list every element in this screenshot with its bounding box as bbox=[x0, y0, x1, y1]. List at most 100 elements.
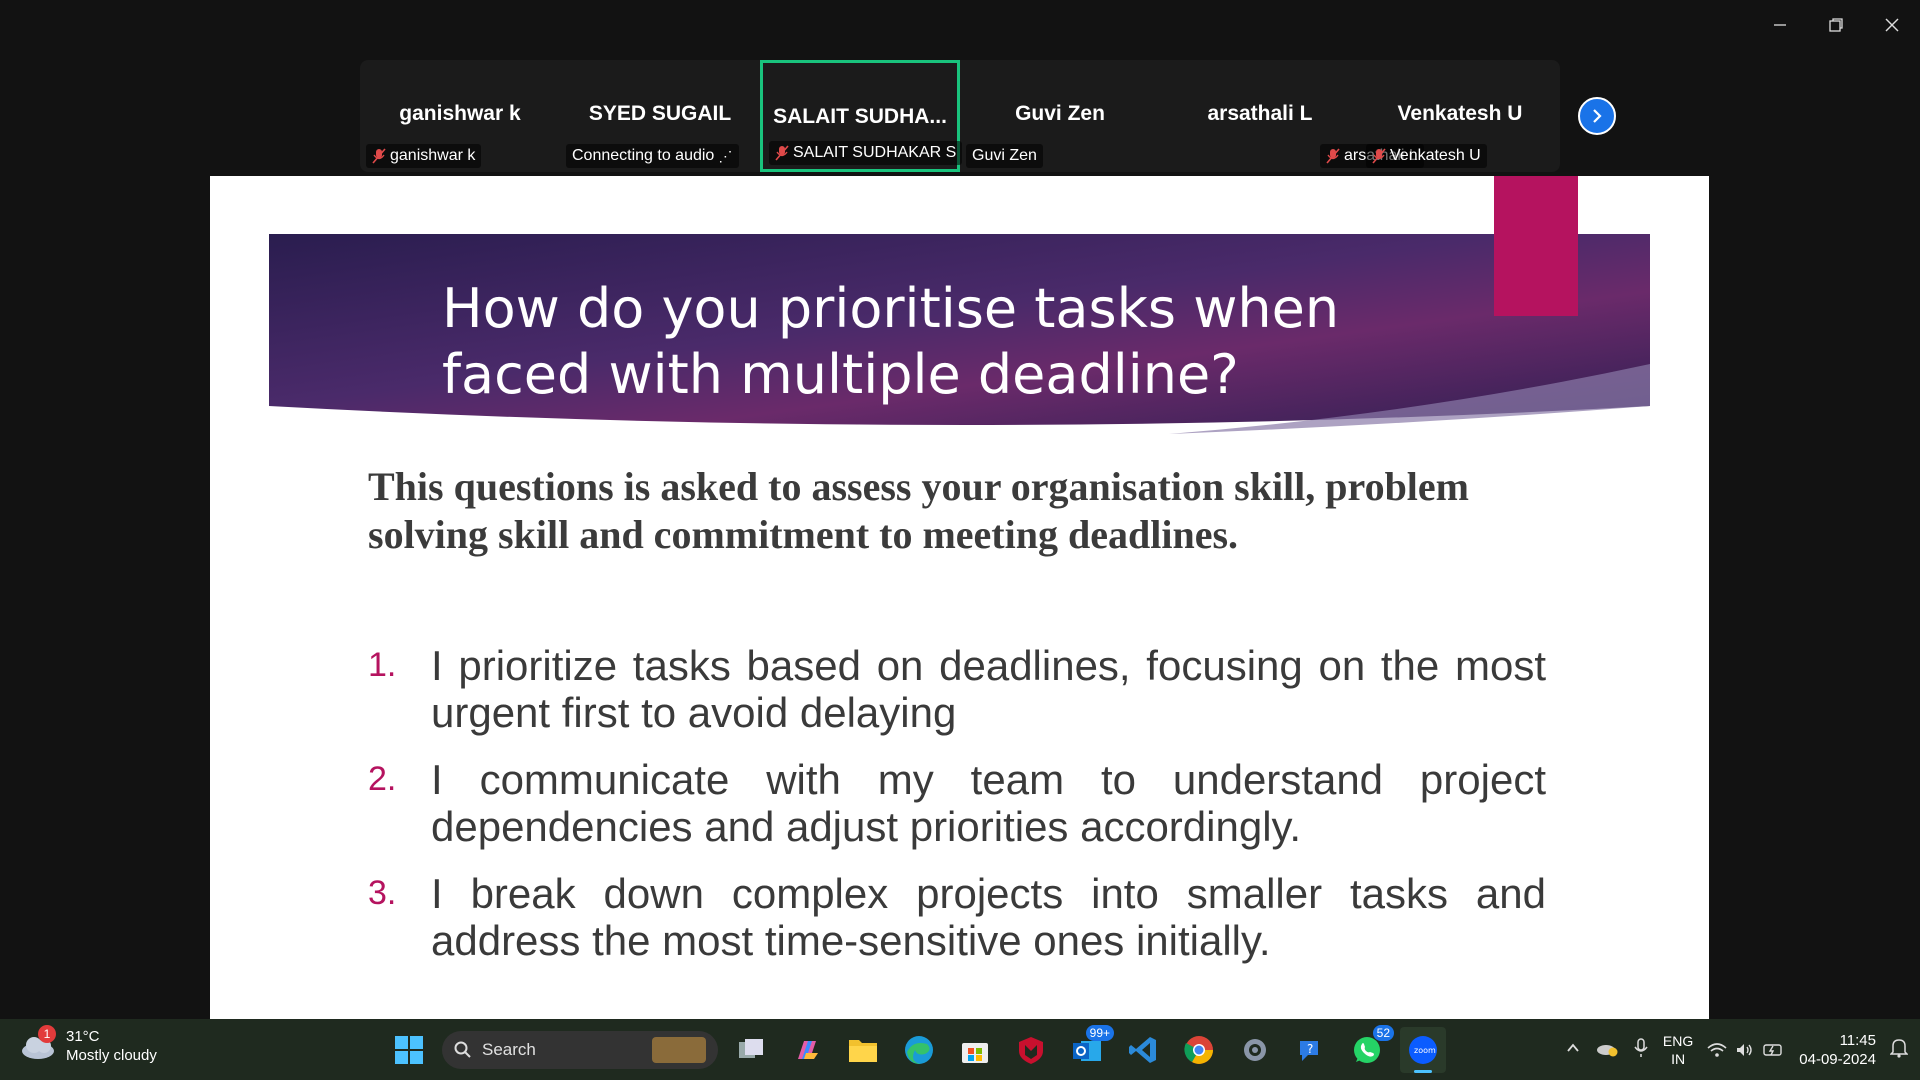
wifi-icon bbox=[1707, 1042, 1727, 1057]
copilot-button[interactable] bbox=[784, 1027, 830, 1073]
microphone-button[interactable] bbox=[1633, 1038, 1649, 1061]
input-language-button[interactable]: ENG IN bbox=[1662, 1032, 1694, 1067]
participant-tile[interactable]: SYED SUGAIL Connecting to audio ⋰ bbox=[560, 60, 760, 172]
minimize-icon bbox=[1774, 24, 1786, 26]
restore-icon bbox=[1829, 18, 1843, 32]
slide-title: How do you prioritise tasks when faced w… bbox=[442, 277, 1340, 406]
participant-label: Connecting to audio ⋰ bbox=[566, 144, 740, 168]
whatsapp-badge: 52 bbox=[1372, 1025, 1394, 1041]
search-label: Search bbox=[482, 1040, 536, 1059]
edge-button[interactable] bbox=[896, 1027, 942, 1073]
chevron-right-icon bbox=[1593, 109, 1602, 123]
clock-time: 11:45 bbox=[1839, 1031, 1876, 1049]
connecting-dots-icon: ⋰ bbox=[718, 148, 734, 164]
participant-name: SYED SUGAIL bbox=[588, 102, 732, 125]
participant-name: ganishwar k bbox=[399, 102, 521, 125]
file-explorer-button[interactable] bbox=[840, 1027, 886, 1073]
clock-button[interactable]: 11:45 04-09-2024 bbox=[1799, 1031, 1876, 1069]
mcafee-icon bbox=[1019, 1037, 1043, 1064]
copilot-icon bbox=[798, 1041, 818, 1059]
outlook-icon bbox=[1073, 1041, 1101, 1061]
participant-name: Guvi Zen bbox=[1015, 102, 1105, 125]
settings-icon bbox=[1244, 1039, 1266, 1061]
participant-label: Venkatesh U bbox=[1366, 144, 1487, 168]
participant-name: arsathali L bbox=[1207, 102, 1313, 125]
window-controls bbox=[1752, 0, 1920, 50]
next-participants-button[interactable] bbox=[1578, 97, 1616, 135]
outlook-button[interactable]: 99+ bbox=[1064, 1025, 1114, 1073]
notification-bell-icon bbox=[1889, 1039, 1909, 1058]
list-item: 2. I communicate with my team to underst… bbox=[368, 756, 1546, 850]
accent-tab bbox=[1494, 176, 1578, 316]
settings-button[interactable] bbox=[1232, 1027, 1278, 1073]
chrome-icon bbox=[1184, 1036, 1213, 1064]
shared-slide: How do you prioritise tasks when faced w… bbox=[210, 176, 1709, 1019]
muted-mic-icon bbox=[1372, 148, 1386, 164]
notifications-button[interactable] bbox=[1889, 1038, 1909, 1061]
participant-name: SALAIT SUDHA... bbox=[773, 105, 947, 128]
store-button[interactable] bbox=[952, 1027, 998, 1073]
participant-label: SALAIT SUDHAKAR S bbox=[769, 141, 963, 165]
muted-mic-icon bbox=[775, 145, 789, 161]
help-button[interactable]: ? bbox=[1288, 1027, 1334, 1073]
participant-tile[interactable]: ganishwar k ganishwar k bbox=[360, 60, 560, 172]
weather-alert-badge: 1 bbox=[38, 1025, 56, 1043]
taskbar-apps: Search 99+ bbox=[386, 1025, 1446, 1073]
windows-start-icon bbox=[395, 1036, 423, 1064]
muted-mic-icon bbox=[1326, 148, 1340, 164]
vscode-icon bbox=[1129, 1037, 1156, 1063]
network-volume-battery-button[interactable] bbox=[1707, 1042, 1785, 1058]
close-button[interactable] bbox=[1864, 0, 1920, 50]
participant-tile[interactable]: Guvi Zen Guvi Zen bbox=[960, 60, 1160, 172]
participant-tile[interactable]: arsathali L arsathali L bbox=[1160, 60, 1424, 172]
svg-text:?: ? bbox=[1307, 1042, 1313, 1056]
cloud-warning-icon bbox=[1596, 1045, 1618, 1057]
weather-condition: Mostly cloudy bbox=[66, 1047, 157, 1064]
task-view-button[interactable] bbox=[728, 1027, 774, 1073]
participant-strip: ganishwar k ganishwar k SYED SUGAIL Conn… bbox=[360, 60, 1560, 172]
file-explorer-icon bbox=[849, 1040, 877, 1062]
slide-intro: This questions is asked to assess your o… bbox=[368, 464, 1469, 557]
search-icon bbox=[454, 1041, 471, 1058]
clock-date: 04-09-2024 bbox=[1799, 1050, 1876, 1068]
taskbar: 1 31°C Mostly cloudy Search bbox=[0, 1019, 1920, 1080]
whatsapp-icon bbox=[1354, 1037, 1380, 1063]
slide-title-banner bbox=[269, 234, 1650, 434]
edge-icon bbox=[905, 1036, 933, 1064]
zoom-icon: zoom bbox=[1409, 1036, 1437, 1064]
taskbar-search[interactable]: Search bbox=[442, 1031, 718, 1069]
minimize-button[interactable] bbox=[1752, 0, 1808, 50]
weather-widget[interactable]: 1 31°C Mostly cloudy bbox=[20, 1025, 157, 1065]
whatsapp-button[interactable]: 52 bbox=[1344, 1025, 1394, 1073]
volume-icon bbox=[1737, 1043, 1752, 1056]
answer-points: 1. I prioritize tasks based on deadlines… bbox=[368, 642, 1546, 984]
battery-charging-icon bbox=[1763, 1043, 1782, 1056]
cloud-icon: 1 bbox=[20, 1025, 58, 1061]
vscode-button[interactable] bbox=[1120, 1027, 1166, 1073]
restore-button[interactable] bbox=[1808, 0, 1864, 50]
participant-label: ganishwar k bbox=[366, 144, 482, 168]
list-item: 1. I prioritize tasks based on deadlines… bbox=[368, 642, 1546, 736]
weather-temp: 31°C bbox=[66, 1028, 100, 1045]
onedrive-status-button[interactable] bbox=[1595, 1039, 1619, 1060]
muted-mic-icon bbox=[372, 148, 386, 164]
mcafee-button[interactable] bbox=[1008, 1027, 1054, 1073]
store-icon bbox=[962, 1043, 988, 1063]
list-item: 3. I break down complex projects into sm… bbox=[368, 870, 1546, 964]
participant-label: Guvi Zen bbox=[966, 144, 1043, 168]
participant-tile[interactable]: Venkatesh U Venkatesh U bbox=[1360, 60, 1560, 172]
svg-text:zoom: zoom bbox=[1414, 1046, 1436, 1055]
chevron-up-icon bbox=[1567, 1043, 1579, 1052]
chrome-button[interactable] bbox=[1176, 1027, 1222, 1073]
participant-tile-active-speaker[interactable]: SALAIT SUDHA... SALAIT SUDHAKAR S bbox=[760, 60, 963, 172]
start-button[interactable] bbox=[386, 1027, 432, 1073]
microphone-icon bbox=[1634, 1038, 1648, 1057]
task-view-icon bbox=[739, 1039, 763, 1058]
zoom-button[interactable]: zoom bbox=[1400, 1027, 1446, 1073]
system-tray: ENG IN 11:45 04-09-2024 bbox=[1565, 1019, 1920, 1080]
outlook-badge: 99+ bbox=[1085, 1025, 1114, 1041]
search-highlight-icon bbox=[652, 1037, 706, 1063]
show-hidden-icons-button[interactable] bbox=[1565, 1040, 1581, 1059]
close-icon bbox=[1885, 18, 1899, 32]
participant-name: Venkatesh U bbox=[1397, 102, 1523, 125]
